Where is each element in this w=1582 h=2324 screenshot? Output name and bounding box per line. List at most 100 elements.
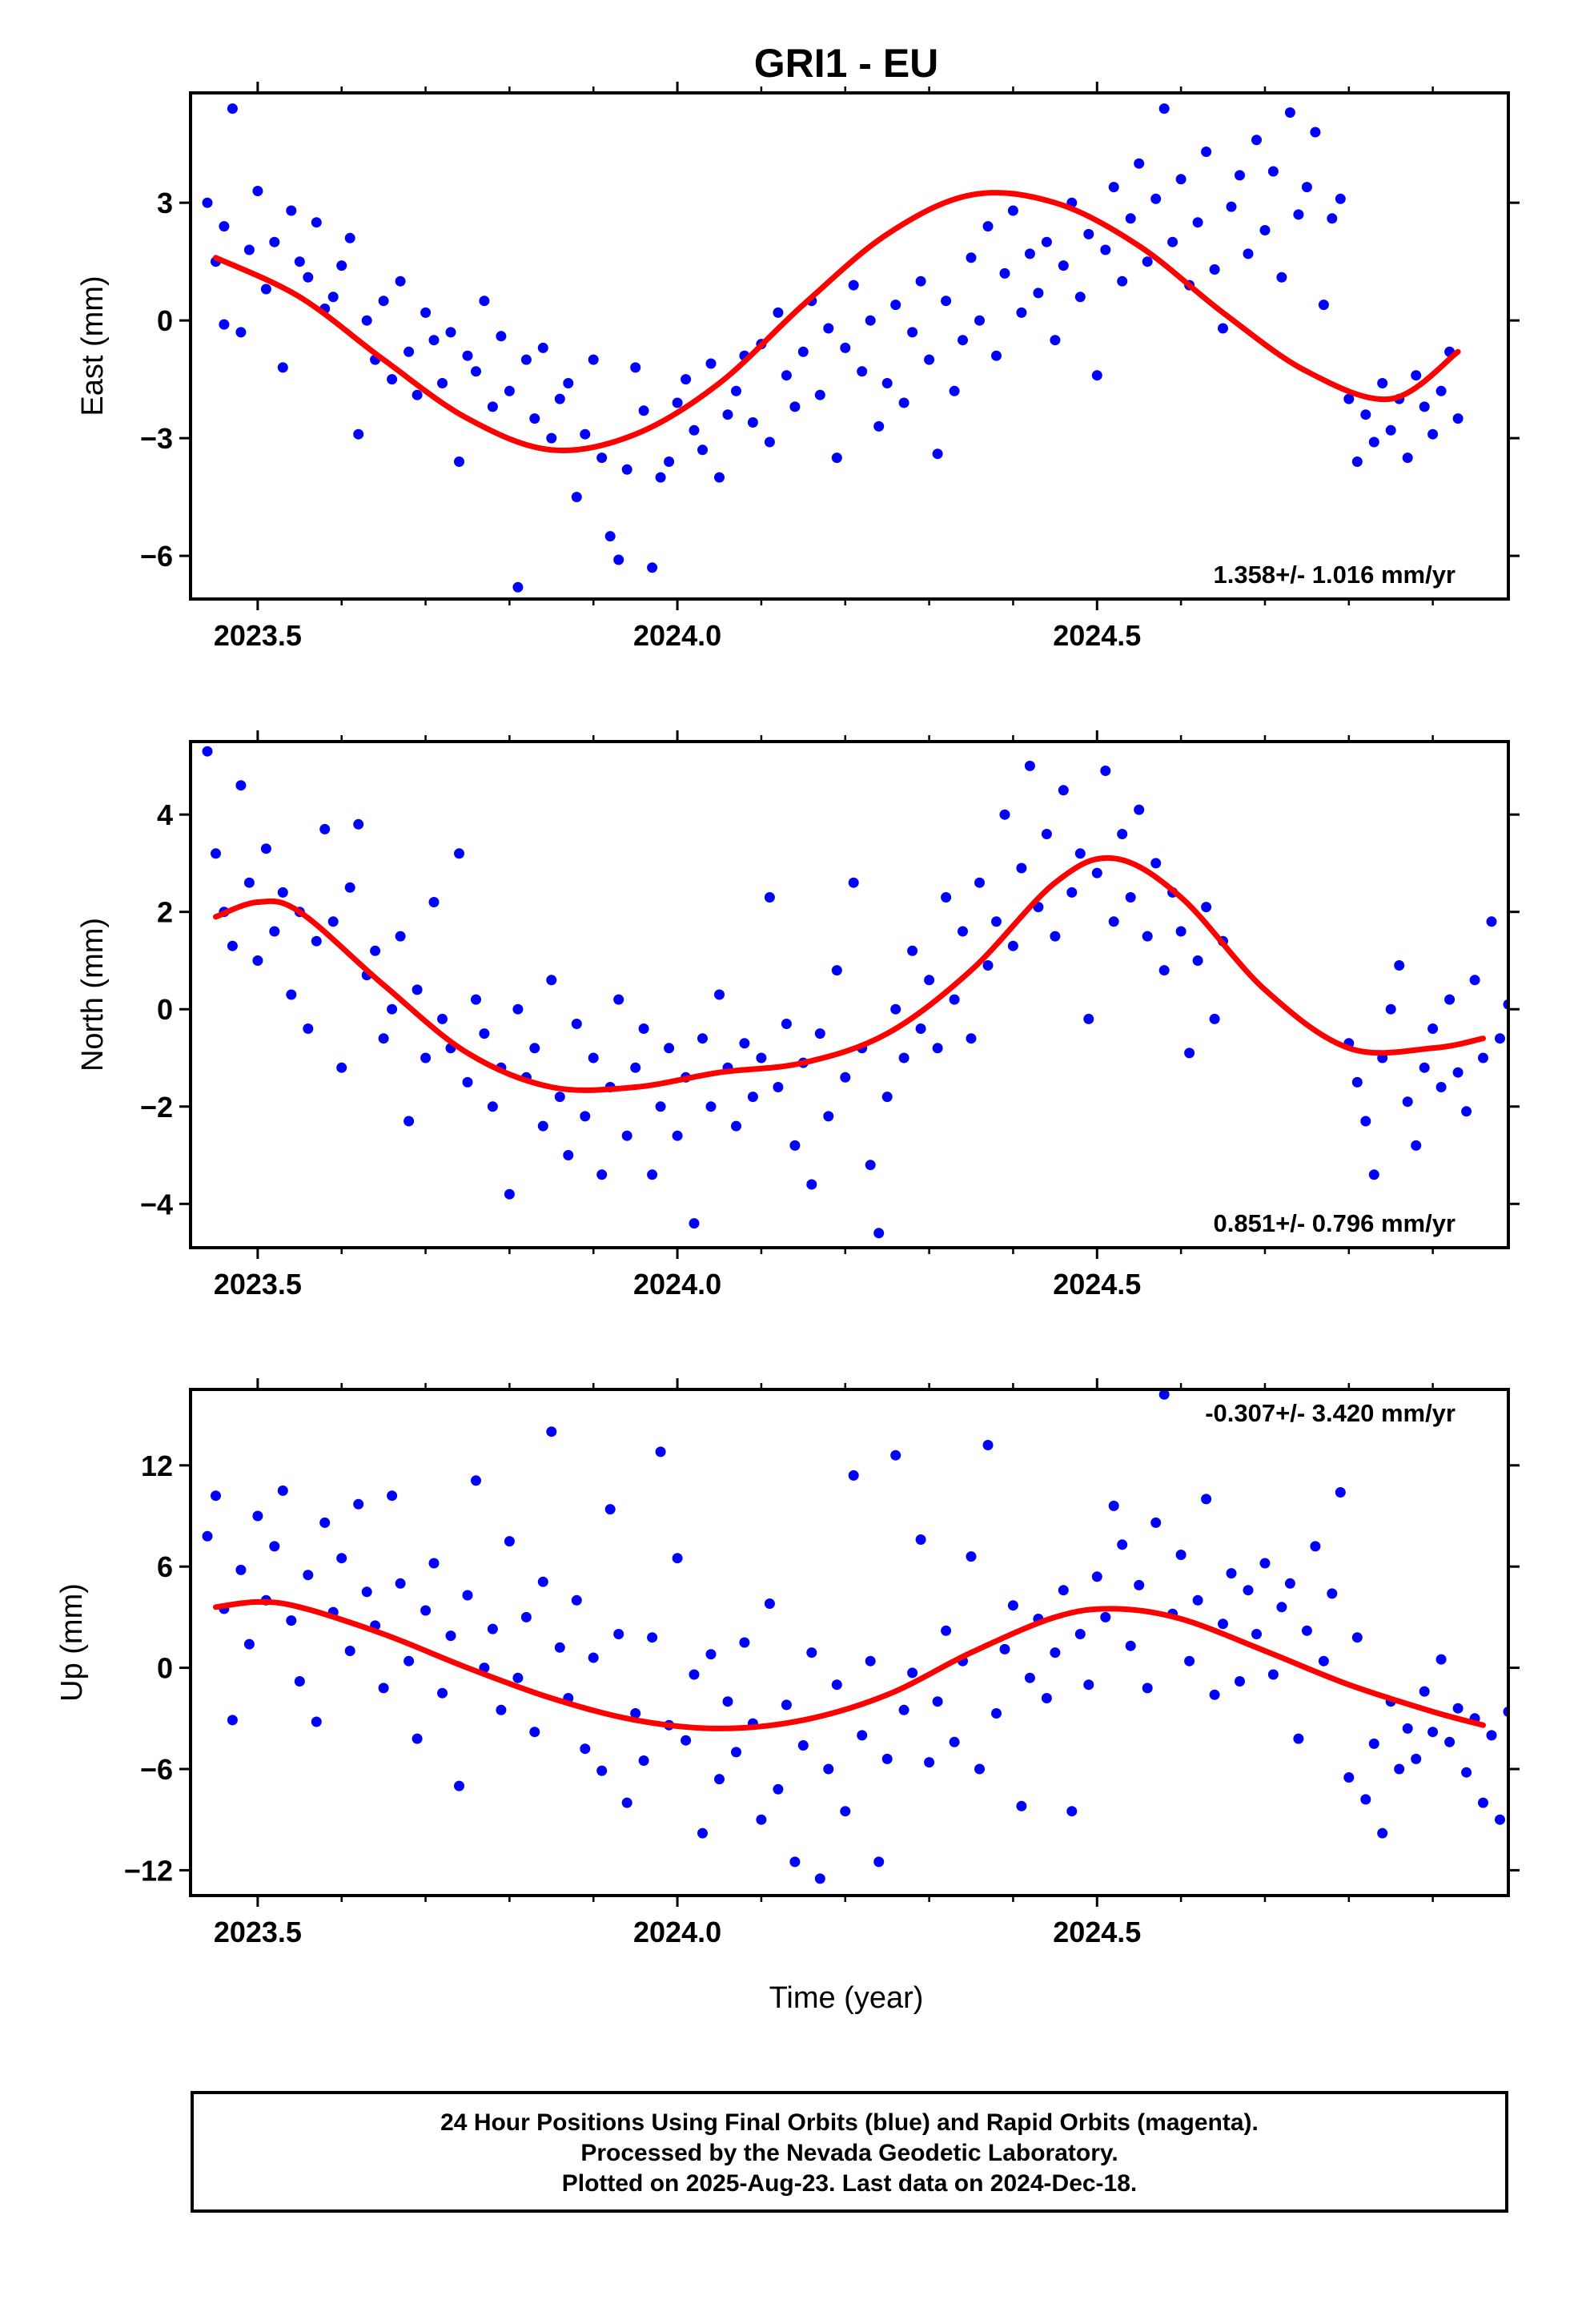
data-point	[286, 1615, 297, 1626]
data-point	[303, 1570, 314, 1581]
data-point	[563, 1150, 574, 1160]
data-point	[1452, 413, 1464, 424]
data-point	[831, 965, 842, 976]
north-rate-label: 0.851+/- 0.796 mm/yr	[1214, 1209, 1456, 1237]
x-tick-label: 2024.0	[633, 1268, 721, 1301]
data-point	[1276, 1602, 1287, 1613]
data-point	[840, 342, 851, 353]
data-point	[1209, 1013, 1220, 1024]
data-point	[949, 1736, 960, 1747]
data-point	[420, 1052, 432, 1063]
data-point	[907, 945, 918, 956]
data-point	[1100, 244, 1111, 255]
data-point	[865, 315, 876, 326]
data-point	[211, 1490, 221, 1502]
data-point	[966, 252, 977, 263]
data-point	[588, 1652, 599, 1663]
data-point	[546, 432, 557, 444]
data-point	[546, 975, 557, 986]
data-point	[462, 350, 473, 361]
data-point	[647, 562, 658, 573]
data-point	[781, 1699, 792, 1711]
data-point	[378, 296, 389, 307]
data-point	[672, 397, 683, 408]
data-point	[1310, 127, 1321, 138]
data-point	[823, 323, 834, 334]
data-point	[1100, 1611, 1111, 1622]
data-point	[588, 354, 599, 365]
data-point	[621, 464, 632, 475]
footer-info-box: 24 Hour Positions Using Final Orbits (bl…	[191, 2091, 1508, 2213]
data-point	[202, 746, 213, 757]
data-point	[252, 1510, 263, 1522]
data-point	[1074, 848, 1086, 859]
data-point	[697, 1033, 708, 1044]
data-point	[571, 1594, 582, 1606]
data-point	[857, 1730, 868, 1741]
data-point	[211, 848, 221, 859]
data-point	[999, 1643, 1010, 1655]
data-point	[1024, 760, 1035, 771]
data-point	[1267, 166, 1279, 177]
data-point	[747, 1092, 758, 1103]
data-point	[1335, 1487, 1346, 1498]
data-point	[705, 1101, 717, 1112]
data-point	[689, 424, 700, 436]
data-point	[420, 307, 432, 318]
data-point	[202, 1530, 213, 1542]
data-point	[1435, 1082, 1447, 1092]
data-point	[1461, 1106, 1472, 1117]
data-point	[949, 994, 960, 1005]
data-point	[714, 989, 725, 1000]
data-point	[613, 994, 624, 1005]
data-point	[1267, 1669, 1279, 1680]
data-point	[974, 315, 985, 326]
data-point	[428, 1558, 440, 1569]
data-point	[1301, 182, 1312, 193]
y-tick-label: 0	[157, 1652, 173, 1685]
data-point	[714, 472, 725, 483]
data-point	[1402, 452, 1413, 464]
data-point	[1158, 103, 1170, 115]
x-tick-label: 2023.5	[214, 619, 302, 652]
data-point	[1351, 1632, 1363, 1643]
data-point	[1461, 1767, 1472, 1778]
data-point	[370, 945, 381, 956]
data-point	[235, 327, 247, 338]
data-point	[1419, 1686, 1430, 1697]
data-point	[982, 960, 994, 971]
x-tick-label: 2024.0	[633, 619, 721, 652]
data-point	[773, 307, 784, 318]
data-point	[689, 1218, 700, 1229]
y-tick-label: −2	[140, 1091, 173, 1124]
data-point	[873, 1856, 885, 1868]
data-point	[571, 492, 582, 503]
up-fit-line	[213, 1598, 1486, 1731]
data-point	[1293, 1733, 1304, 1744]
data-point	[512, 1003, 524, 1015]
data-point	[1125, 892, 1136, 903]
data-point	[1066, 887, 1078, 898]
data-point	[1175, 1550, 1186, 1560]
data-point	[731, 1120, 741, 1132]
data-point	[588, 1052, 599, 1063]
data-point	[974, 877, 985, 888]
data-point	[1158, 965, 1170, 976]
data-point	[344, 232, 355, 243]
data-point	[1452, 1067, 1464, 1078]
data-point	[504, 1188, 515, 1200]
data-point	[1016, 1800, 1027, 1811]
data-point	[1411, 370, 1422, 381]
data-point	[848, 1470, 859, 1481]
data-point	[1091, 370, 1102, 381]
data-point	[537, 1120, 548, 1132]
data-point	[520, 354, 532, 365]
up-plot-frame	[189, 1388, 1510, 1897]
data-point	[1259, 225, 1271, 235]
up-rate-label: -0.307+/- 3.420 mm/yr	[1205, 1399, 1456, 1427]
data-point	[1327, 1588, 1338, 1599]
east-fit-line	[213, 190, 1461, 453]
data-point	[344, 882, 355, 893]
data-point	[982, 1440, 994, 1450]
x-tick-label: 2024.5	[1053, 619, 1141, 652]
